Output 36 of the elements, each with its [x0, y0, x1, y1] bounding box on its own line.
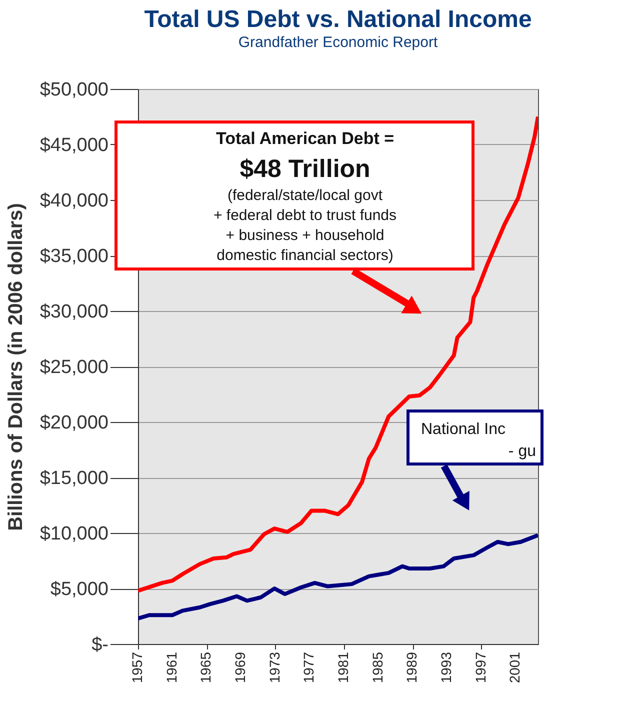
- y-tick-label: $10,000: [40, 524, 108, 544]
- annotation: Total American Debt =: [216, 129, 394, 148]
- annotation: $48 Trillion: [240, 155, 370, 183]
- annotation: - gu: [508, 443, 536, 460]
- y-tick-label: $20,000: [40, 412, 108, 434]
- x-tick-label: 1969: [232, 652, 248, 684]
- x-tick-label: 1997: [472, 652, 488, 684]
- x-tick-label: 2001: [506, 652, 523, 684]
- x-tick-label: 1957: [129, 652, 145, 684]
- x-tick-label: 1973: [266, 652, 282, 684]
- chart-title: Total US Debt vs. National Income: [144, 6, 532, 33]
- annotation: + business + household: [226, 227, 384, 244]
- x-tick-label: 1993: [438, 652, 454, 684]
- x-tick-label: 1989: [404, 652, 420, 684]
- y-tick-label: $30,000: [40, 302, 108, 322]
- chart-subtitle: Grandfather Economic Report: [238, 34, 438, 51]
- line-series: [138, 533, 538, 620]
- y-tick-label: $40,000: [40, 190, 108, 212]
- x-tick-label: 1961: [163, 652, 180, 684]
- y-tick-label: $25,000: [40, 357, 108, 378]
- y-tick-label: $5,000: [50, 579, 108, 600]
- annotation: domestic financial sectors): [216, 247, 394, 264]
- y-axis-title: Billions of Dollars (in 2006 dollars): [4, 203, 27, 531]
- y-tick-label: $45,000: [40, 135, 108, 156]
- line-series: [138, 114, 538, 593]
- x-tick-label: 1965: [198, 652, 214, 684]
- x-tick-label: 1981: [335, 652, 352, 684]
- annotation: (federal/state/local govt: [227, 187, 384, 204]
- y-tick-label: $50,000: [40, 80, 108, 100]
- x-tick-label: 1977: [300, 652, 317, 684]
- y-tick-label: $-: [92, 634, 108, 656]
- x-tick-label: 1985: [369, 652, 386, 684]
- y-tick-label: $35,000: [40, 246, 108, 267]
- annotation: + federal debt to trust funds: [213, 207, 397, 224]
- y-tick-label: $15,000: [40, 468, 108, 489]
- annotation: National Inc: [421, 421, 506, 438]
